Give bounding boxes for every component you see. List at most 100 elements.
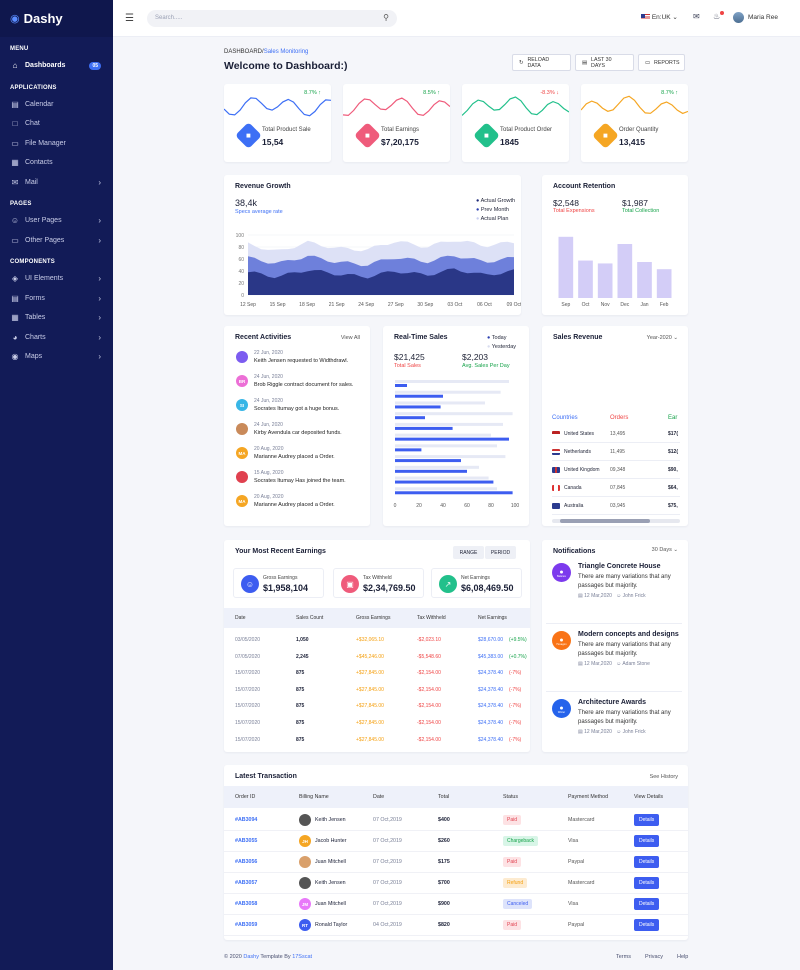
view-all-link[interactable]: View All — [340, 335, 360, 341]
stat-value: $7,20,175 — [381, 137, 419, 147]
sidebar-item-label: User Pages — [25, 217, 62, 225]
period-button[interactable]: PERIOD — [485, 546, 516, 559]
sidebar-item-label: Charts — [25, 333, 46, 341]
avatar-initials: SI — [239, 402, 245, 408]
table-row[interactable]: 15/07/2020 875 +$27,845.00 -$2,154.00 $24,37… — [224, 734, 530, 748]
footer-privacy-link[interactable]: Privacy — [645, 954, 664, 960]
details-button[interactable]: Details — [634, 898, 660, 910]
table-row[interactable]: #AB3059 RT Ronald Taylor 04 Oct,2019 $820 Pai… — [224, 916, 688, 936]
table-row[interactable]: #AB3058 JM Juan Mitchell 07 Oct,2019 $900 Can… — [224, 895, 688, 915]
details-button[interactable]: Details — [634, 919, 660, 931]
activity-item[interactable]: BR 24 Jun, 2020 Brob Riggle contract docum… — [236, 374, 366, 398]
order-id-link[interactable]: #AB3094 — [235, 817, 258, 823]
order-id-link[interactable]: #AB3057 — [235, 880, 258, 886]
table-row[interactable]: 15/07/2020 875 +$27,845.00 -$2,154.00 $24,37… — [224, 667, 530, 681]
details-button[interactable]: Details — [634, 877, 660, 889]
order-id-link[interactable]: #AB3058 — [235, 901, 258, 907]
table-row[interactable]: 03/05/2020 1,050 +$32,065.10 -$2,023.10 $28,… — [224, 634, 530, 648]
brand[interactable]: ◉ Dashy — [0, 0, 113, 37]
user-menu[interactable]: Maria Ree — [733, 12, 778, 23]
sales-revenue-row[interactable]: Australia 03,945 $75, — [552, 497, 680, 515]
sales-revenue-row[interactable]: Canada 07,845 $64, — [552, 479, 680, 497]
x-tick-label: 09 Oct — [507, 302, 521, 308]
sales-revenue-row[interactable]: United Kingdom 09,348 $90, — [552, 461, 680, 479]
breadcrumb-root[interactable]: DASHBOARD — [224, 49, 263, 55]
activity-item[interactable]: 24 Jun, 2020 Kirby Avendula car deposited… — [236, 422, 366, 446]
footer-help-link[interactable]: Help — [677, 954, 689, 960]
activity-item[interactable]: 15 Aug, 2020 Socrates Itumay Has joined t… — [236, 470, 366, 494]
x-tick-label: 30 Sep — [417, 302, 433, 308]
bell-icon[interactable]: ♨ — [713, 12, 721, 21]
sidebar-item-ui-elements[interactable]: ◈ UI Elements › — [0, 269, 113, 289]
period-selector[interactable]: 30 Days ⌄ — [652, 547, 678, 553]
contacts-icon: ▦ — [11, 158, 19, 168]
notification-item[interactable]: ● Balance Triangle Concrete House There are… — [546, 563, 682, 624]
chat-notification-icon[interactable]: ✉ — [693, 12, 700, 21]
sidebar-item-mail[interactable]: ✉ Mail › — [0, 173, 113, 193]
table-row[interactable]: #AB3057 Keith Jensen 07 Oct,2019 $700 Refund… — [224, 874, 688, 894]
year-selector[interactable]: Year-2020 ⌄ — [647, 335, 678, 341]
sales-revenue-row[interactable]: Netherlands 11,495 $12( — [552, 443, 680, 461]
menu-toggle-icon[interactable]: ☰ — [125, 13, 134, 24]
sidebar-item-calendar[interactable]: ▤ Calendar — [0, 95, 113, 115]
see-history-link[interactable]: See History — [649, 774, 678, 780]
activity-item[interactable]: MA 20 Aug, 2020 Marianne Audrey placed a O… — [236, 446, 366, 470]
details-button[interactable]: Details — [634, 814, 660, 826]
order-id-link[interactable]: #AB3055 — [235, 838, 258, 844]
activity-item[interactable]: 22 Jun, 2020 Keith Jensen requested to Wi… — [236, 350, 366, 374]
order-id-link[interactable]: #AB3059 — [235, 922, 258, 928]
details-button[interactable]: Details — [634, 856, 660, 868]
table-row[interactable]: 07/05/2020 2,245 +$45,246.00 -$5,548.60 $45,… — [224, 651, 530, 665]
table-row[interactable]: #AB3094 Keith Jensen 07 Oct,2019 $400 Paid Ma… — [224, 811, 688, 831]
language-selector[interactable]: En:UK ⌄ — [641, 13, 678, 21]
table-row[interactable]: 15/07/2020 875 +$27,845.00 -$2,154.00 $24,37… — [224, 717, 530, 731]
footer-author-link[interactable]: 17Sscat — [292, 954, 313, 960]
sidebar-item-forms[interactable]: ▤ Forms › — [0, 289, 113, 309]
chat-icon: □ — [12, 119, 18, 129]
reload-data-button[interactable]: ↻ RELOAD DATA — [512, 54, 571, 71]
sidebar-item-chat[interactable]: □ Chat — [0, 114, 113, 134]
activity-item[interactable]: MA 20 Aug, 2020 Marianne Audrey placed a O… — [236, 494, 366, 518]
horizontal-scrollbar[interactable] — [552, 519, 680, 523]
footer-brand-link[interactable]: Dashy — [243, 954, 259, 960]
details-button[interactable]: Details — [634, 835, 660, 847]
notification-date: 12 Mar,2020 — [584, 729, 612, 735]
reports-button[interactable]: ▭ REPORTS — [638, 54, 685, 71]
retention-bar — [617, 244, 633, 298]
table-cell: +$27,845.00 — [356, 686, 384, 693]
sidebar-item-other-pages[interactable]: ▭ Other Pages › — [0, 231, 113, 251]
search-input[interactable]: Search..... ⚲ — [147, 10, 397, 27]
country-name: United States — [564, 430, 595, 437]
sidebar-item-dashboards[interactable]: ⌂ Dashboards 05 — [0, 56, 113, 76]
footer-terms-link[interactable]: Terms — [616, 954, 631, 960]
table-row[interactable]: #AB3056 Juan Mitchell 07 Oct,2019 $175 Paid P… — [224, 853, 688, 873]
sidebar-item-charts[interactable]: ◕ Charts › — [0, 328, 113, 348]
notification-item[interactable]: ● Winter Architecture Awards There are many… — [552, 699, 682, 749]
sales-revenue-row[interactable]: United States 13,495 $17( — [552, 425, 680, 443]
x-tick-label: 15 Sep — [270, 302, 286, 308]
table-row[interactable]: 15/07/2020 875 +$27,845.00 -$2,154.00 $24,37… — [224, 700, 530, 714]
sidebar-item-maps[interactable]: ◉ Maps › — [0, 347, 113, 367]
breadcrumb-current[interactable]: Sales Monitoring — [263, 49, 309, 55]
activity-item[interactable]: SI 24 Jun, 2020 Socrates Itumay got a huge… — [236, 398, 366, 422]
y-tick-label: 0 — [241, 293, 244, 299]
search-icon[interactable]: ⚲ — [383, 13, 389, 22]
table-row[interactable]: 15/07/2020 875 +$27,845.00 -$2,154.00 $24,37… — [224, 684, 530, 698]
scrollbar-thumb[interactable] — [560, 519, 650, 523]
payment-method: Paypal — [568, 922, 585, 928]
sidebar-item-tables[interactable]: ▦ Tables › — [0, 308, 113, 328]
sidebar-item-contacts[interactable]: ▦ Contacts — [0, 153, 113, 173]
table-row[interactable]: #AB3055 JH Jacob Hunter 07 Oct,2019 $260 Char… — [224, 832, 688, 852]
billing-name: Keith Jensen — [315, 880, 346, 886]
range-button[interactable]: RANGE — [453, 546, 484, 559]
order-id-link[interactable]: #AB3056 — [235, 859, 258, 865]
sidebar-item-user-pages[interactable]: ☺ User Pages › — [0, 211, 113, 231]
last-30-days-button[interactable]: ▤ LAST 30 DAYS — [575, 54, 634, 71]
topbar: ☰ Search..... ⚲ En:UK ⌄ ✉ ♨ Maria Ree — [113, 0, 800, 37]
stat-label: Total Product Order — [500, 127, 553, 133]
notification-item[interactable]: ● Hexagon Modern concepts and designs There… — [546, 631, 682, 692]
arrow-up-icon: ↑ — [435, 90, 440, 96]
sidebar-item-file-manager[interactable]: ▭ File Manager — [0, 134, 113, 154]
stat-icon: ■ — [473, 122, 500, 149]
